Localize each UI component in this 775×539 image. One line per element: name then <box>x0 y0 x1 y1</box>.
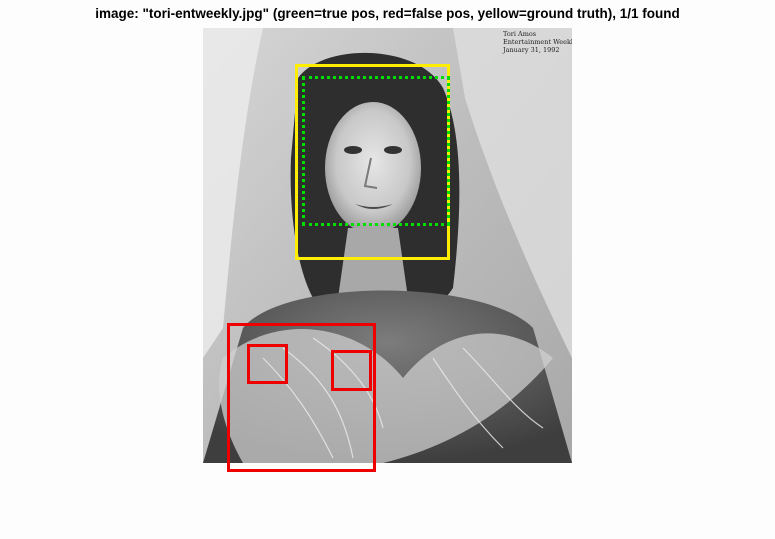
mouth <box>355 204 393 209</box>
caption-line-1: Tori Amos <box>503 30 536 38</box>
photo: Tori Amos Entertainment Weekly, January … <box>203 28 572 463</box>
caption-line-3: January 31, 1992 <box>502 46 560 54</box>
left-eye <box>344 146 362 154</box>
nose <box>363 157 378 189</box>
photo-caption: Tori Amos Entertainment Weekly, January … <box>502 30 572 54</box>
caption-line-2: Entertainment Weekly, <box>503 38 572 46</box>
feather-strokes <box>262 337 544 459</box>
veil-right <box>453 28 572 358</box>
veil-left <box>203 28 263 358</box>
right-eye <box>384 146 402 154</box>
neck <box>338 228 408 298</box>
face-shape <box>325 102 421 234</box>
figure-title: image: "tori-entweekly.jpg" (green=true … <box>95 6 680 21</box>
feather-boa <box>219 329 553 463</box>
